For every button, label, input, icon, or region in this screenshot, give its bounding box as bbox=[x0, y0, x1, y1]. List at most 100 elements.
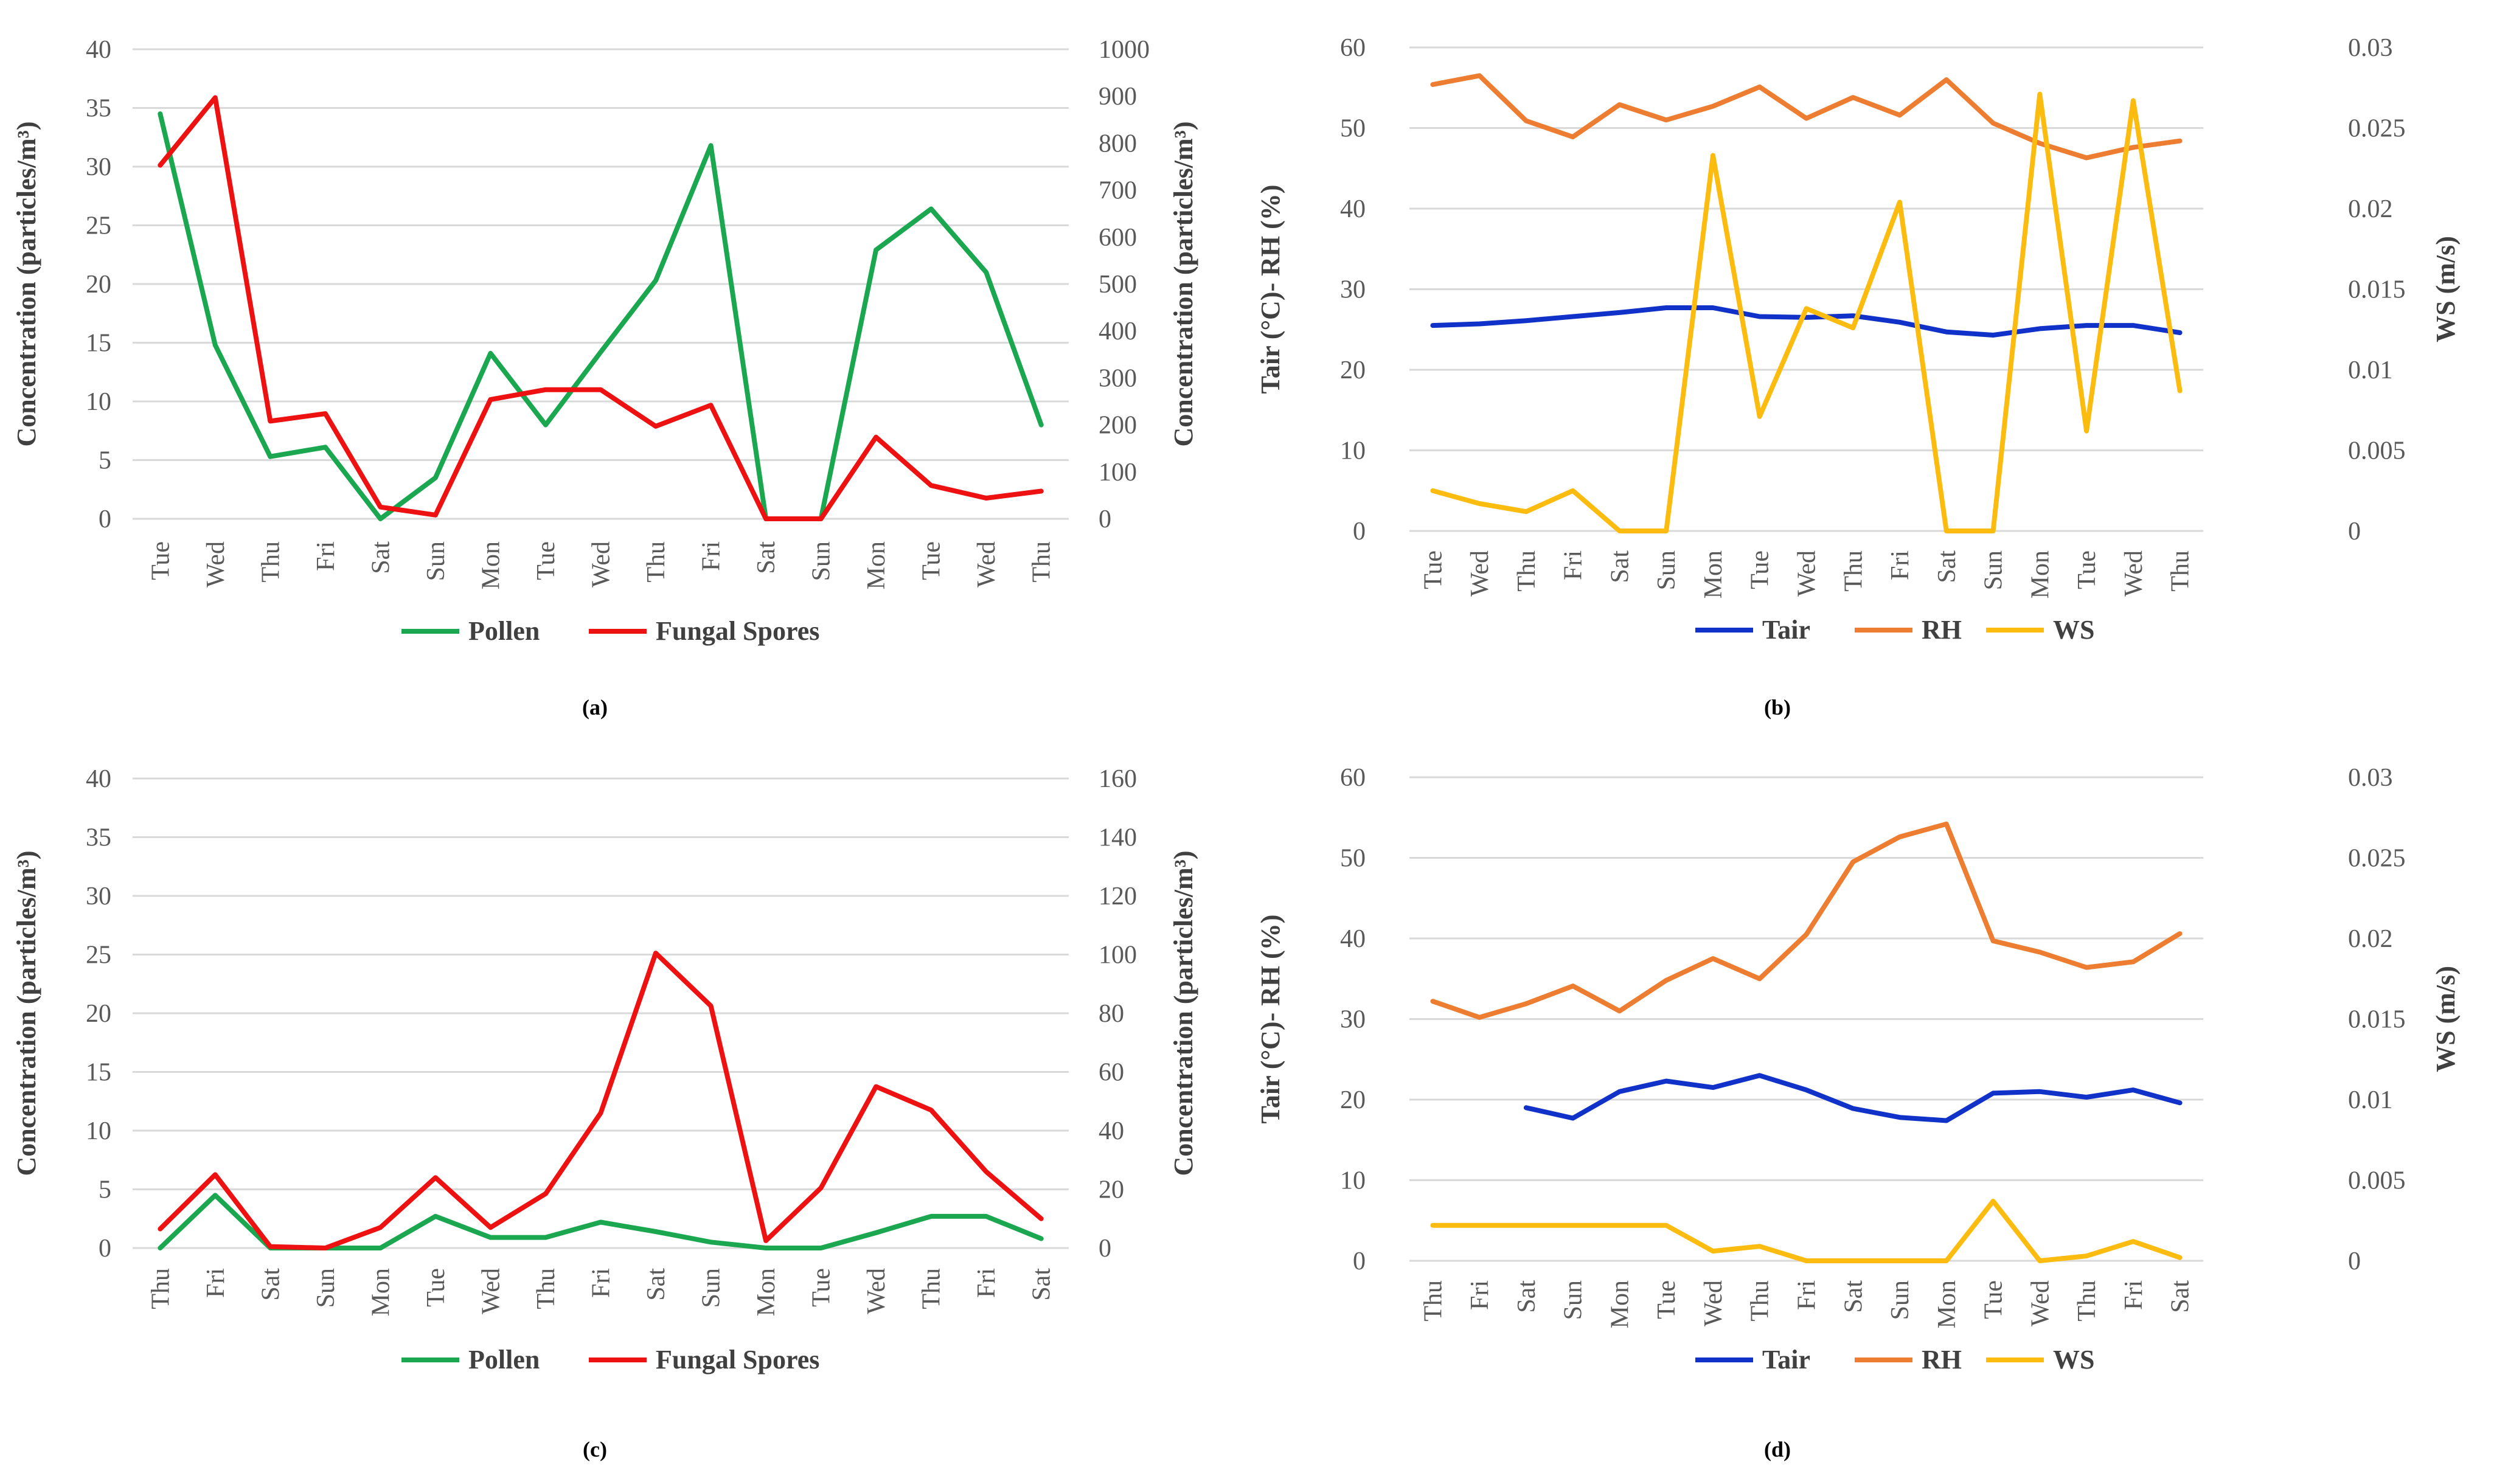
series-line-fungal-spores bbox=[158, 95, 1044, 521]
category-label: Mon bbox=[1606, 1280, 1634, 1328]
left-tick-label: 10 bbox=[86, 1117, 111, 1145]
category-label: Sat bbox=[1933, 550, 1961, 583]
category-label: Thu bbox=[1419, 1280, 1447, 1322]
left-tick-label: 0 bbox=[99, 505, 111, 533]
legend-label: Fungal Spores bbox=[656, 616, 819, 646]
legend-label: Fungal Spores bbox=[656, 1345, 819, 1375]
category-label: Sat bbox=[752, 541, 780, 574]
right-tick-label: 700 bbox=[1099, 177, 1137, 205]
left-tick-label: 30 bbox=[86, 153, 111, 181]
chart-panel-d: 0 10 20 30 40 50 60 0 0.005 0.01 0.015 0.02 0.025 0.0… bbox=[1256, 764, 2461, 1461]
left-tick-label: 0 bbox=[99, 1235, 111, 1263]
left-tick-label: 10 bbox=[1340, 1167, 1366, 1195]
right-tick-label: 0.015 bbox=[2348, 1006, 2406, 1034]
category-label: Sun bbox=[1980, 550, 2008, 590]
category-label: Sun bbox=[698, 1268, 726, 1308]
right-tick-label: 500 bbox=[1099, 271, 1137, 299]
category-label: Tue bbox=[2073, 550, 2101, 589]
category-label: Thu bbox=[2167, 550, 2195, 592]
category-label: Thu bbox=[1028, 541, 1056, 583]
category-label: Sun bbox=[422, 541, 450, 581]
category-label: Wed bbox=[2026, 1280, 2054, 1326]
category-label: Thu bbox=[2073, 1280, 2101, 1322]
right-tick-label: 0 bbox=[2348, 518, 2361, 546]
category-label: Sun bbox=[808, 541, 836, 581]
left-tick-label: 10 bbox=[1340, 437, 1366, 465]
left-tick-label: 25 bbox=[86, 941, 111, 969]
category-label: Wed bbox=[1793, 550, 1821, 597]
category-label: Wed bbox=[2120, 550, 2148, 597]
right-tick-label: 100 bbox=[1099, 941, 1137, 969]
legend-label: Pollen bbox=[468, 1345, 540, 1375]
series-line-rh bbox=[1430, 821, 2183, 1020]
left-tick-label: 60 bbox=[1340, 34, 1366, 62]
category-label: Sat bbox=[1513, 1280, 1541, 1313]
left-axis-title: Concentration (particles/m³) bbox=[12, 122, 41, 447]
right-tick-label: 100 bbox=[1099, 459, 1137, 487]
series-line-tair bbox=[1523, 1073, 2183, 1123]
category-label: Tue bbox=[1980, 1280, 2008, 1319]
legend-label: Pollen bbox=[468, 616, 540, 646]
legend-label: RH bbox=[1922, 615, 1962, 645]
category-label: Thu bbox=[257, 541, 285, 583]
right-axis-title: Concentration (particles/m³) bbox=[1169, 122, 1198, 447]
category-label: Wed bbox=[477, 1268, 505, 1314]
legend-label: WS bbox=[2053, 1345, 2094, 1375]
category-label: Sun bbox=[1886, 1280, 1914, 1320]
left-tick-label: 0 bbox=[1353, 1247, 1366, 1275]
category-label: Thu bbox=[532, 1268, 560, 1309]
left-tick-label: 5 bbox=[99, 447, 111, 475]
left-axis-title: Tair (°C)- RH (%) bbox=[1256, 915, 1285, 1124]
left-axis-title: Concentration (particles/m³) bbox=[12, 851, 41, 1176]
category-label: Sat bbox=[642, 1268, 670, 1301]
chart-panel-a: 0510152025303540010020030040050060070080… bbox=[12, 36, 1198, 719]
series-line-pollen bbox=[158, 111, 1044, 521]
category-label: Sat bbox=[1028, 1268, 1056, 1301]
category-label: Tue bbox=[422, 1268, 450, 1307]
category-label: Wed bbox=[1466, 550, 1494, 597]
left-tick-label: 30 bbox=[86, 882, 111, 910]
category-label: Fri bbox=[973, 1268, 1001, 1298]
series-line-tair bbox=[1430, 305, 2183, 338]
series-line-pollen bbox=[158, 1193, 1044, 1250]
right-tick-label: 900 bbox=[1099, 83, 1137, 111]
category-label: Mon bbox=[1700, 550, 1728, 598]
left-tick-label: 35 bbox=[86, 824, 111, 852]
left-tick-label: 15 bbox=[86, 330, 111, 358]
category-label: Wed bbox=[973, 541, 1001, 588]
right-tick-label: 160 bbox=[1099, 765, 1137, 793]
category-label: Fri bbox=[1793, 1280, 1821, 1310]
category-label: Thu bbox=[642, 541, 670, 583]
legend-label: RH bbox=[1922, 1345, 1962, 1375]
left-tick-label: 30 bbox=[1340, 1006, 1366, 1034]
left-tick-label: 20 bbox=[1340, 1086, 1366, 1114]
category-label: Mon bbox=[477, 541, 505, 589]
category-label: Tue bbox=[1419, 550, 1447, 589]
right-axis-title: Concentration (particles/m³) bbox=[1169, 851, 1198, 1176]
category-label: Thu bbox=[1513, 550, 1541, 592]
right-tick-label: 0.005 bbox=[2348, 437, 2406, 465]
category-label: Sun bbox=[312, 1268, 340, 1308]
category-label: Wed bbox=[588, 541, 616, 588]
category-label: Tue bbox=[808, 1268, 836, 1307]
left-tick-label: 50 bbox=[1340, 845, 1366, 873]
category-label: Tue bbox=[1746, 550, 1774, 589]
panel-label: (b) bbox=[1764, 695, 1791, 719]
category-label: Fri bbox=[2120, 1280, 2148, 1310]
right-tick-label: 0 bbox=[2348, 1247, 2361, 1275]
category-label: Tue bbox=[147, 541, 175, 580]
chart-panel-c: 0 5 10 15 20 25 30 35 40 0 20 40 60 80 100 120 140 160 Thu… bbox=[12, 765, 1198, 1461]
right-tick-label: 0 bbox=[1099, 505, 1111, 533]
right-tick-label: 400 bbox=[1099, 317, 1137, 345]
category-label: Thu bbox=[147, 1268, 175, 1309]
category-label: Tue bbox=[918, 541, 946, 580]
left-tick-label: 20 bbox=[86, 1000, 111, 1028]
left-tick-label: 40 bbox=[86, 765, 111, 793]
category-label: Wed bbox=[202, 541, 230, 588]
chart-panel-b: 0 10 20 30 40 50 60 0 0.005 0.01 0.015 0.02 0.025 0.0… bbox=[1256, 34, 2461, 719]
category-label: Thu bbox=[1746, 1280, 1774, 1322]
category-label: Sat bbox=[2167, 1280, 2195, 1313]
right-tick-label: 40 bbox=[1099, 1117, 1124, 1145]
right-tick-label: 20 bbox=[1099, 1176, 1124, 1204]
